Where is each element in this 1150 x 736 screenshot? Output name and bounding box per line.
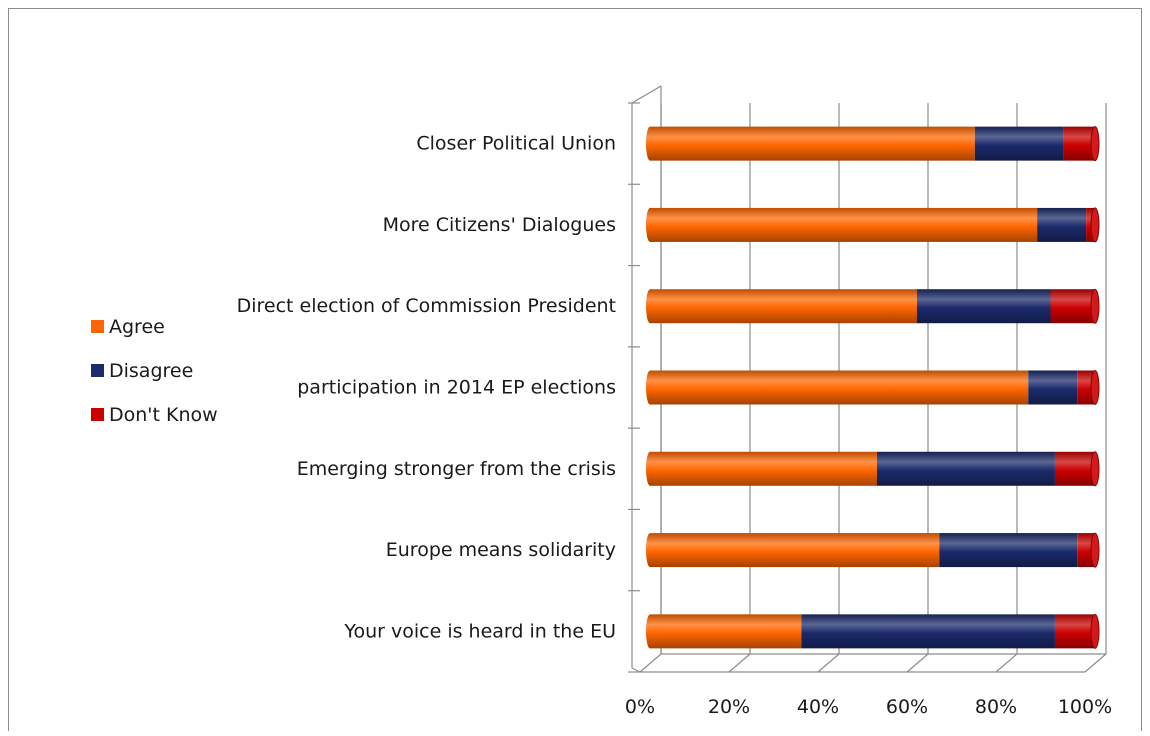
bar-body xyxy=(1063,126,1095,161)
category-label-emerging-stronger-from-the-crisis: Emerging stronger from the crisis xyxy=(297,458,616,480)
bar-body xyxy=(1077,533,1095,568)
bar-row-participation-in-2014-ep-elections xyxy=(646,370,1100,405)
bar-body xyxy=(1077,370,1095,405)
floor-gridline-80 xyxy=(995,653,1018,673)
bar-segment-disagree xyxy=(1037,207,1087,242)
floor-gridline-60 xyxy=(906,653,929,673)
x-tick-label: 80% xyxy=(975,696,1017,718)
bar-body xyxy=(917,289,1051,324)
x-tick-label: 40% xyxy=(797,696,839,718)
bar-body xyxy=(939,533,1078,568)
legend-label: Disagree xyxy=(109,360,193,382)
bar-body xyxy=(650,289,917,324)
bar-segment-don-t-know xyxy=(1077,370,1100,405)
bar-start-cap xyxy=(646,126,654,161)
bar-body xyxy=(801,614,1055,649)
bar-end-cap xyxy=(1090,207,1100,243)
bar-row-closer-political-union xyxy=(646,126,1100,162)
legend-label: Don't Know xyxy=(109,404,218,426)
bar-end-cap xyxy=(1090,288,1100,324)
bar-body xyxy=(876,451,1055,486)
bar-segment-disagree xyxy=(917,289,1051,324)
floor-gridline-40 xyxy=(817,653,840,673)
x-tick-label: 60% xyxy=(886,696,928,718)
bar-end-cap xyxy=(1090,613,1100,649)
bar-segment-agree xyxy=(646,533,940,568)
bar-start-cap xyxy=(646,451,654,486)
legend-swatch xyxy=(91,320,104,333)
bar-segment-don-t-know xyxy=(1054,451,1100,487)
bar-segment-don-t-know xyxy=(1077,532,1100,568)
category-label-participation-in-2014-ep-elections: participation in 2014 EP elections xyxy=(297,377,616,399)
legend: Agree Disagree Don't Know xyxy=(91,316,218,426)
bar-segment-agree xyxy=(646,289,917,324)
bar-body xyxy=(650,451,877,486)
bar-segment-agree xyxy=(646,207,1038,242)
bar-body xyxy=(1028,370,1078,405)
bar-row-your-voice-is-heard-in-the-eu xyxy=(646,613,1100,649)
bar-row-more-citizens-dialogues xyxy=(646,207,1100,243)
side-wall-bottom-edge xyxy=(631,667,641,673)
bar-body xyxy=(650,126,975,161)
bar-segment-agree xyxy=(646,614,802,649)
bar-end-cap xyxy=(1090,126,1100,162)
bar-segment-agree xyxy=(646,370,1029,405)
bar-end-cap xyxy=(1090,370,1100,405)
legend-item-disagree: Disagree xyxy=(91,360,193,382)
bar-segment-disagree xyxy=(974,126,1064,161)
bars-layer xyxy=(646,126,1100,649)
bar-body xyxy=(1037,207,1087,242)
floor-gridline-100 xyxy=(1084,653,1107,673)
legend-item-agree: Agree xyxy=(91,316,165,338)
bar-start-cap xyxy=(646,533,654,568)
legend-item-don-t-know: Don't Know xyxy=(91,404,218,426)
bar-segment-disagree xyxy=(801,614,1055,649)
bar-end-cap xyxy=(1090,451,1100,487)
x-tick-label: 100% xyxy=(1058,696,1112,718)
bar-start-cap xyxy=(646,207,654,242)
bar-row-direct-election-of-commission-president xyxy=(646,288,1100,324)
category-label-closer-political-union: Closer Political Union xyxy=(416,133,616,155)
category-label-your-voice-is-heard-in-the-eu: Your voice is heard in the EU xyxy=(343,620,616,642)
legend-swatch xyxy=(91,364,104,377)
labels-layer: 0% 20% 40% 60% 80% 100% Closer Political Union… xyxy=(237,133,1113,718)
bar-body xyxy=(650,533,940,568)
bar-body xyxy=(650,207,1038,242)
bar-segment-don-t-know xyxy=(1050,288,1100,324)
bar-segment-agree xyxy=(646,126,975,161)
bar-body xyxy=(1054,451,1095,486)
bar-row-europe-means-solidarity xyxy=(646,532,1100,568)
legend-swatch xyxy=(91,408,104,421)
bar-segment-don-t-know xyxy=(1063,126,1100,162)
bar-body xyxy=(1050,289,1095,324)
bar-segment-agree xyxy=(646,451,877,486)
bar-start-cap xyxy=(646,289,654,324)
category-label-direct-election-of-commission-president: Direct election of Commission President xyxy=(237,295,616,317)
bar-body xyxy=(1054,614,1095,649)
bar-segment-disagree xyxy=(876,451,1055,486)
bar-body xyxy=(650,614,802,649)
floor-gridline-0 xyxy=(639,653,662,673)
bar-segment-don-t-know xyxy=(1054,613,1100,649)
bar-body xyxy=(974,126,1064,161)
x-tick-label: 0% xyxy=(625,696,655,718)
bar-segment-disagree xyxy=(939,533,1078,568)
floor-gridline-20 xyxy=(728,653,751,673)
bar-segment-disagree xyxy=(1028,370,1078,405)
x-tick-label: 20% xyxy=(708,696,750,718)
bar-row-emerging-stronger-from-the-crisis xyxy=(646,451,1100,487)
bar-start-cap xyxy=(646,370,654,405)
legend-label: Agree xyxy=(109,316,165,338)
bar-start-cap xyxy=(646,614,654,649)
bar-body xyxy=(650,370,1029,405)
category-label-europe-means-solidarity: Europe means solidarity xyxy=(386,539,616,561)
bar-end-cap xyxy=(1090,532,1100,568)
category-label-more-citizens-dialogues: More Citizens' Dialogues xyxy=(383,214,616,236)
side-wall-top-edge xyxy=(631,85,662,104)
bar-segment-don-t-know xyxy=(1086,207,1100,243)
